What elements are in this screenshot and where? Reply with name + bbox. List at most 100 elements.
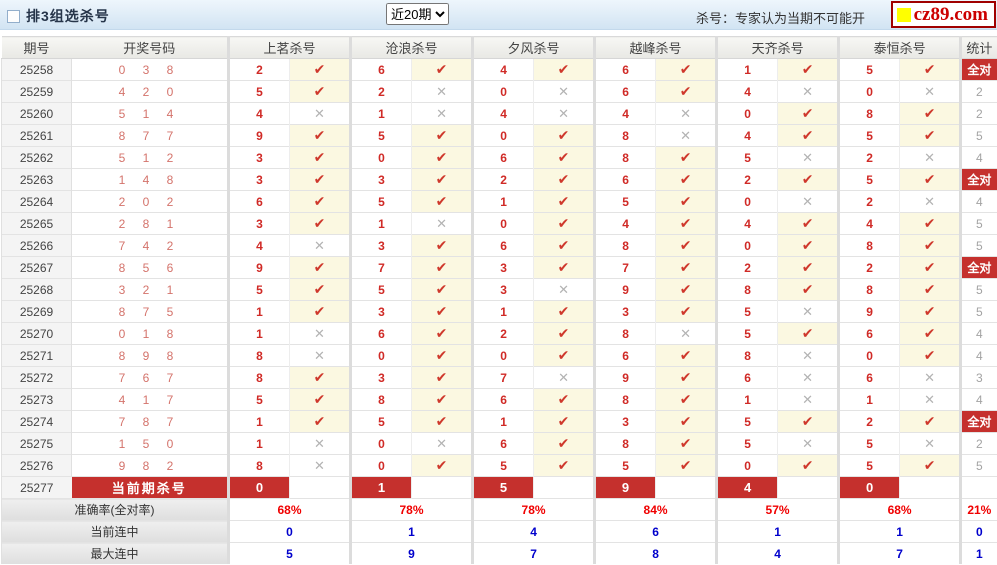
kill-number: 2 [471, 168, 534, 191]
summary-row: 最大连中 5 9 7 8 4 7 1 [1, 542, 997, 564]
check-icon: ✔ [533, 212, 595, 235]
kill-number: 4 [715, 124, 778, 147]
current-period-row: 25277 当前期杀号 0 1 5 9 4 0 [1, 476, 997, 499]
kill-number: 5 [837, 58, 900, 81]
cross-icon: ✕ [899, 80, 961, 103]
kill-number: 4 [837, 212, 900, 235]
stat-count: 5 [959, 454, 997, 477]
check-icon: ✔ [777, 58, 839, 81]
stat-count: 2 [959, 80, 997, 103]
draw-numbers: 7 6 7 [71, 366, 229, 389]
kill-number: 0 [715, 454, 778, 477]
kill-number: 5 [349, 190, 412, 213]
stat-count: 5 [959, 300, 997, 323]
kill-number: 5 [593, 190, 656, 213]
check-icon: ✔ [655, 80, 717, 103]
check-icon: ✔ [899, 454, 961, 477]
row-period: 25266 [1, 234, 72, 257]
check-icon: ✔ [411, 256, 473, 279]
title-wrap: 排3组选杀号 [7, 6, 110, 26]
kill-number: 6 [471, 432, 534, 455]
row-period: 25265 [1, 212, 72, 235]
kill-number: 8 [593, 234, 656, 257]
check-icon: ✔ [411, 58, 473, 81]
site-logo[interactable]: cz89.com [890, 1, 996, 28]
row-period: 25274 [1, 410, 72, 433]
draw-numbers: 0 3 8 [71, 58, 229, 81]
table-row: 25270 0 1 8 1 ✕ 6 ✔ 2 ✔ 8 ✕ 5 ✔ 6 ✔ 4 [1, 322, 997, 345]
check-icon: ✔ [777, 410, 839, 433]
cross-icon: ✕ [777, 190, 839, 213]
kill-number: 8 [837, 102, 900, 125]
all-correct-badge: 全对 [959, 256, 997, 279]
kill-number: 5 [837, 454, 900, 477]
current-kill-number: 0 [837, 476, 900, 499]
table-row: 25261 8 7 7 9 ✔ 5 ✔ 0 ✔ 8 ✕ 4 ✔ 5 ✔ 5 [1, 124, 997, 147]
expert-header-cell: 泰恒杀号 [837, 36, 961, 59]
kill-number: 2 [227, 58, 290, 81]
table-row: 25269 8 7 5 1 ✔ 3 ✔ 1 ✔ 3 ✔ 5 ✕ 9 ✔ 5 [1, 300, 997, 323]
kill-number: 1 [227, 300, 290, 323]
cross-icon: ✕ [899, 146, 961, 169]
kill-number: 5 [349, 278, 412, 301]
check-icon: ✔ [655, 410, 717, 433]
kill-number: 5 [349, 410, 412, 433]
check-icon: ✔ [411, 454, 473, 477]
cross-icon: ✕ [777, 388, 839, 411]
kill-number: 2 [837, 190, 900, 213]
row-period: 25264 [1, 190, 72, 213]
current-kill-number: 9 [593, 476, 656, 499]
cross-icon: ✕ [533, 278, 595, 301]
check-icon: ✔ [533, 322, 595, 345]
kill-number: 8 [715, 278, 778, 301]
collapse-checkbox-icon[interactable] [7, 9, 20, 23]
period-range-select[interactable]: 近20期 [386, 3, 449, 25]
kill-number: 2 [349, 80, 412, 103]
summary-row: 当前连中 0 1 4 6 1 1 0 [1, 520, 997, 543]
kill-number: 1 [715, 388, 778, 411]
check-icon: ✔ [411, 278, 473, 301]
cross-icon: ✕ [411, 102, 473, 125]
table-row: 25259 4 2 0 5 ✔ 2 ✕ 0 ✕ 6 ✔ 4 ✕ 0 ✕ 2 [1, 80, 997, 103]
kill-number: 0 [349, 432, 412, 455]
row-period: 25262 [1, 146, 72, 169]
row-period: 25259 [1, 80, 72, 103]
current-kill-blank [288, 476, 351, 499]
kill-number: 9 [593, 366, 656, 389]
kill-number: 7 [593, 256, 656, 279]
expert-header-cell: 上茗杀号 [226, 36, 351, 59]
cross-icon: ✕ [777, 432, 839, 455]
kill-number: 0 [471, 80, 534, 103]
summary-value: 68% [837, 498, 961, 521]
all-correct-badge: 全对 [959, 58, 997, 81]
current-kill-number: 0 [227, 476, 290, 499]
kill-number: 1 [471, 410, 534, 433]
draw-numbers: 7 8 7 [71, 410, 229, 433]
kill-number: 0 [715, 234, 778, 257]
check-icon: ✔ [288, 80, 351, 103]
kill-number: 0 [837, 344, 900, 367]
kill-number: 3 [227, 212, 290, 235]
kill-number: 3 [227, 146, 290, 169]
current-kill-blank [899, 476, 961, 499]
stat-header-cell: 统计 [959, 36, 997, 59]
kill-number: 1 [349, 212, 412, 235]
kill-number: 5 [837, 432, 900, 455]
kill-number: 7 [349, 256, 412, 279]
kill-number: 2 [837, 146, 900, 169]
draw-header-cell: 开奖号码 [71, 36, 229, 59]
kill-number: 8 [227, 344, 290, 367]
check-icon: ✔ [777, 234, 839, 257]
kill-number: 5 [715, 410, 778, 433]
expert-header-cell: 沧浪杀号 [349, 36, 473, 59]
cross-icon: ✕ [777, 344, 839, 367]
check-icon: ✔ [899, 124, 961, 147]
kill-number: 8 [837, 234, 900, 257]
kill-number: 6 [349, 322, 412, 345]
check-icon: ✔ [655, 212, 717, 235]
check-icon: ✔ [411, 300, 473, 323]
summary-value: 1 [837, 520, 961, 543]
check-icon: ✔ [899, 300, 961, 323]
kill-number: 0 [837, 80, 900, 103]
kill-number: 4 [593, 102, 656, 125]
